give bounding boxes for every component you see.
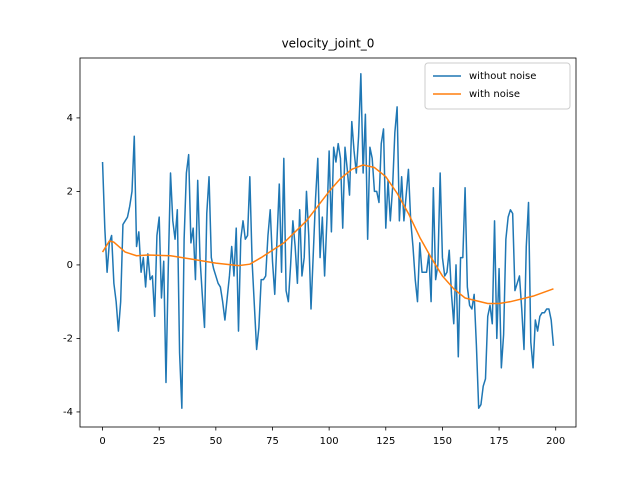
legend-label: without noise (469, 71, 536, 82)
legend-label: with noise (469, 89, 520, 100)
chart-title: velocity_joint_0 (282, 37, 375, 51)
legend-box (424, 62, 571, 110)
x-tick-label: 0 (99, 436, 105, 447)
y-tick-label: 4 (67, 113, 73, 124)
y-tick-label: -2 (63, 333, 73, 344)
y-tick-label: -4 (63, 407, 73, 418)
x-tick-label: 175 (490, 436, 509, 447)
x-tick-label: 150 (433, 436, 452, 447)
y-tick-label: 0 (67, 260, 73, 271)
x-tick-label: 125 (376, 436, 395, 447)
y-tick-label: 2 (67, 186, 73, 197)
x-tick-label: 25 (153, 436, 166, 447)
series-line (101, 73, 555, 410)
x-tick-label: 100 (320, 436, 339, 447)
series-line (101, 164, 554, 305)
x-tick-label: 50 (209, 436, 222, 447)
plot-frame (79, 57, 577, 428)
x-tick-label: 75 (266, 436, 279, 447)
x-tick-label: 200 (546, 436, 565, 447)
